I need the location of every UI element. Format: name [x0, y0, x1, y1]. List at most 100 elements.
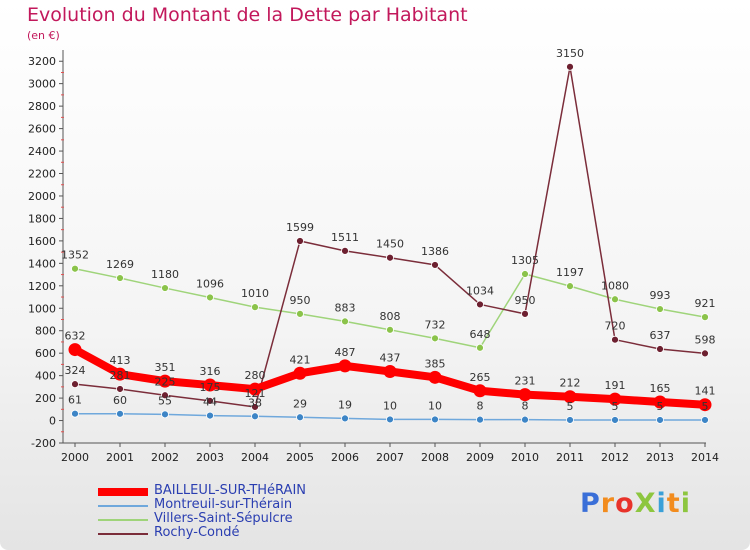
data-label-1: 38 [248, 396, 262, 409]
data-label-3: 1450 [376, 238, 404, 251]
data-point-2 [566, 282, 574, 291]
data-point-3 [116, 385, 124, 393]
data-point-2 [251, 303, 259, 312]
x-tick-label: 2007 [376, 451, 404, 464]
data-point-0 [158, 374, 172, 388]
data-point-2 [611, 295, 619, 304]
data-point-0 [113, 367, 127, 381]
data-label-2: 1197 [556, 266, 584, 279]
x-tick-label: 2012 [601, 451, 629, 464]
data-label-0: 351 [155, 361, 176, 374]
data-point-1 [566, 416, 574, 424]
data-label-1: 19 [338, 398, 352, 411]
x-tick-label: 2013 [646, 451, 674, 464]
logo-letter: i [656, 488, 667, 519]
data-point-2 [71, 264, 79, 273]
data-point-1 [71, 409, 79, 418]
data-point-2 [431, 334, 439, 343]
data-point-0 [608, 392, 622, 406]
y-tick-label: 0 [49, 415, 56, 428]
data-label-0: 191 [605, 379, 626, 392]
data-point-3 [161, 391, 169, 400]
data-label-0: 231 [515, 375, 536, 388]
legend-item: Montreuil-sur-Thérain [98, 497, 398, 513]
data-point-3 [701, 349, 709, 358]
x-tick-label: 2000 [61, 451, 89, 464]
data-point-3 [296, 237, 304, 245]
x-tick-label: 2004 [241, 451, 269, 464]
data-point-1 [161, 410, 169, 419]
data-point-0 [383, 364, 397, 378]
data-label-0: 212 [560, 377, 581, 390]
data-point-2 [386, 325, 394, 334]
data-label-0: 437 [380, 351, 401, 364]
data-label-2: 1080 [601, 279, 629, 292]
data-point-0 [653, 395, 667, 409]
data-label-3: 175 [200, 381, 221, 394]
chart-unit: (en €) [27, 29, 60, 42]
data-label-3: 1034 [466, 284, 494, 297]
x-tick-label: 2010 [511, 451, 539, 464]
data-label-0: 487 [335, 346, 356, 359]
legend-swatch-0 [98, 488, 148, 496]
data-label-1: 55 [158, 394, 172, 407]
y-tick-label: 3200 [28, 55, 56, 68]
legend: BAILLEUL-SUR-THéRAIN Montreuil-sur-Théra… [98, 483, 398, 541]
data-label-0: 165 [650, 382, 671, 395]
data-label-1: 29 [293, 397, 307, 410]
y-tick-label: 1000 [28, 302, 56, 315]
legend-label-1: Montreuil-sur-Thérain [154, 497, 293, 512]
y-tick-label: 2000 [28, 190, 56, 203]
data-point-1 [476, 415, 484, 424]
x-tick-label: 2006 [331, 451, 359, 464]
data-label-0: 632 [65, 330, 86, 343]
logo-letter: P [580, 488, 601, 519]
data-point-0 [293, 366, 307, 380]
y-tick-label: 600 [35, 347, 56, 360]
y-tick-label: 2600 [28, 123, 56, 136]
x-tick-label: 2014 [691, 451, 719, 464]
data-point-1 [251, 412, 259, 421]
data-point-3 [521, 309, 529, 318]
data-point-1 [656, 416, 664, 424]
y-tick-label: 1600 [28, 235, 56, 248]
data-point-3 [431, 261, 439, 269]
data-label-2: 1180 [151, 268, 179, 281]
data-label-3: 720 [605, 320, 626, 333]
data-label-3: 1386 [421, 245, 449, 258]
legend-item: Villers-Saint-Sépulcre [98, 511, 398, 527]
x-tick-label: 2011 [556, 451, 584, 464]
legend-swatch-3 [98, 533, 148, 535]
data-label-3: 950 [515, 294, 536, 307]
data-label-0: 265 [470, 371, 491, 384]
data-point-2 [476, 343, 484, 352]
data-label-1: 60 [113, 394, 127, 407]
data-point-2 [206, 293, 214, 302]
data-label-2: 808 [380, 310, 401, 323]
data-label-1: 8 [522, 400, 529, 413]
legend-item: BAILLEUL-SUR-THéRAIN [98, 483, 398, 499]
y-tick-label: 1800 [28, 212, 56, 225]
data-label-0: 141 [695, 385, 716, 398]
data-label-3: 225 [155, 375, 176, 388]
data-label-1: 5 [612, 400, 619, 413]
data-point-2 [521, 270, 529, 278]
data-point-3 [251, 403, 259, 411]
logo-letter: i [680, 488, 691, 519]
data-label-1: 5 [702, 400, 709, 413]
y-tick-label: 400 [35, 370, 56, 383]
data-point-0 [68, 343, 82, 357]
data-label-2: 1269 [106, 258, 134, 271]
y-tick-label: 3000 [28, 78, 56, 91]
data-label-3: 121 [245, 387, 266, 400]
data-point-1 [386, 415, 394, 424]
data-point-0 [563, 390, 577, 404]
logo-letter: o [615, 488, 635, 519]
data-label-1: 8 [477, 400, 484, 413]
data-label-0: 385 [425, 357, 446, 370]
y-tick-label: 200 [35, 392, 56, 405]
data-label-3: 598 [695, 333, 716, 346]
data-label-2: 993 [650, 289, 671, 302]
logo-letter: X [634, 488, 657, 519]
